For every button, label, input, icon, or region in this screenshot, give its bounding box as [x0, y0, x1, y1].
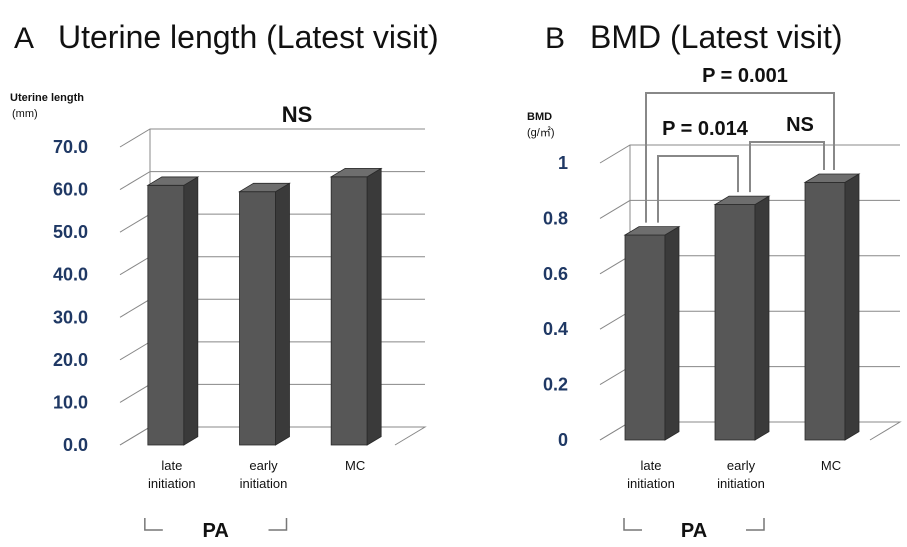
panel-a-x-category-label: late [161, 458, 182, 473]
panel-a-x-category-label: initiation [240, 476, 288, 491]
panel-b-ytick-label: 0.4 [543, 319, 568, 339]
panel-a-letter: A [14, 22, 34, 55]
panel-b-x-category-label: early [727, 458, 756, 473]
panel-b-bar-top [803, 173, 861, 183]
panel-a-ytick-label: 0.0 [63, 435, 88, 455]
panel-b-letter: B [545, 22, 565, 55]
panel-a-pa-bracket-right [268, 518, 288, 531]
panel-b-bar-top [623, 226, 681, 236]
panel-a-bar-top [329, 168, 383, 178]
panel-b-x-category-label: initiation [627, 476, 675, 491]
panel-b-bar-front [714, 204, 756, 441]
panel-b-ytick-label: 0.6 [543, 264, 568, 284]
panel-b-bracket-early-vs-mc [749, 141, 825, 193]
panel-b-yunit: (g/㎡) [527, 126, 555, 139]
panel-a-ytick-label: 10.0 [53, 392, 88, 412]
panel-a-title: Uterine length (Latest visit) [58, 19, 439, 55]
panel-b-pa-bracket-left [623, 518, 642, 531]
panel-a-plot: 0.0 10.0 20.0 30.0 40.0 50.0 60.0 70.0 late initi… [53, 102, 427, 542]
panel-a-bar-side [183, 176, 199, 446]
panel-a-bar-front [330, 176, 368, 446]
panel-a-ytick-label: 40.0 [53, 265, 88, 285]
panel-a-ytick-label: 20.0 [53, 350, 88, 370]
panel-b-bracket-late-vs-early [657, 155, 739, 223]
panel-b-bracket-late-vs-mc [645, 92, 835, 223]
panel-b-bar-side [754, 195, 770, 441]
panel-b-ytick-label: 0.8 [543, 208, 568, 228]
panel-b-annotation-p014: P = 0.014 [662, 118, 749, 140]
panel-a-annotation-ns: NS [282, 102, 313, 127]
panel-b-bar-side [664, 225, 680, 441]
panel-b-x-category-label: late [641, 458, 662, 473]
panel-b-bar-side [844, 173, 860, 441]
panel-b-x-category-label: initiation [717, 476, 765, 491]
panel-a-ytick-label: 50.0 [53, 222, 88, 242]
panel-b-bar-front [624, 234, 666, 441]
panel-a-x-category-label: MC [345, 458, 365, 473]
panel-b-annotation-ns: NS [786, 114, 814, 136]
panel-a-group-label: PA [203, 520, 229, 542]
panel-a-bar-top [146, 176, 200, 186]
panel-b-x-category-label: MC [821, 458, 841, 473]
panel-b-ytick-label: 0 [558, 430, 568, 450]
panel-b-bar-front [804, 181, 846, 441]
panel-b-pa-bracket-right [746, 518, 765, 531]
panel-a-bar-side [275, 182, 290, 446]
panel-a-x-category-label: initiation [148, 476, 196, 491]
panel-a-bar-side [366, 167, 382, 446]
panel-b-ytick-label: 0.2 [543, 375, 568, 395]
panel-a-ylabel: Uterine length [10, 92, 84, 104]
panel-a-gridline [119, 171, 425, 191]
panel-a-ytick-label: 70.0 [53, 137, 88, 157]
panel-b-gridline [599, 144, 900, 164]
panel-a-ytick-label: 30.0 [53, 307, 88, 327]
panel-a-ytick-label: 60.0 [53, 180, 88, 200]
panel-a-bar-top [238, 182, 291, 193]
panel-b-plot: 0 0.2 0.4 0.6 0.8 1 late initiation early initiat… [543, 65, 902, 542]
panel-b-annotation-p001: P = 0.001 [702, 65, 788, 87]
panel-a-yunit: (mm) [12, 108, 38, 120]
panel-b-ytick-label: 1 [558, 153, 568, 173]
panel-a-gridline [119, 128, 425, 148]
panel-b-bar-top [713, 195, 771, 205]
panel-a-pa-bracket-left [144, 518, 163, 531]
panel-a-x-category-label: early [249, 458, 278, 473]
panel-b-group-label: PA [681, 520, 707, 542]
panel-b-title: BMD (Latest visit) [590, 19, 842, 55]
panel-a-bar-front [239, 191, 276, 446]
panel-b-ylabel: BMD [527, 111, 552, 123]
panel-a-bar-front [147, 184, 185, 446]
